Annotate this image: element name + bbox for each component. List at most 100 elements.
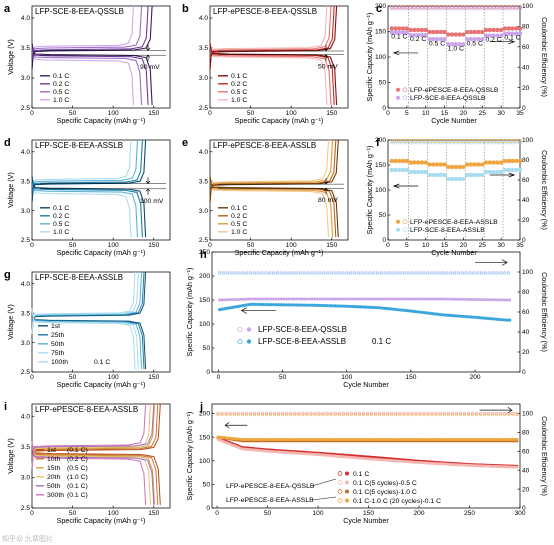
- panel-g: 0 50 100 150 2.5 3.0 3.5 4.0 g LFP-SCE-8-EEA-ASSL…: [4, 269, 171, 389]
- ce-point-h: [487, 271, 491, 276]
- capacity-point-h: [282, 303, 286, 307]
- ce-point-h: [395, 270, 399, 275]
- ce-point-h: [275, 271, 280, 276]
- capacity-point-c: [480, 36, 485, 42]
- y2-axis-label-c: Coulombic Efficiency (%): [540, 17, 549, 97]
- legend-rate-i: (0.1 C): [67, 447, 88, 454]
- capacity-point-h: [477, 316, 481, 320]
- ce-point-h: [499, 271, 503, 276]
- capacity-point-h: [485, 316, 489, 320]
- ce-point-f: [435, 139, 439, 143]
- ce-point-j: [406, 412, 410, 417]
- capacity-point-h: [218, 298, 222, 302]
- x-tick-label-g: 150: [148, 374, 159, 381]
- capacity-point-h: [390, 297, 394, 301]
- y-tick-label-d: 3.5: [21, 178, 30, 185]
- ce-point-h: [495, 271, 499, 276]
- ce-point-j: [454, 411, 459, 416]
- capacity-point-c: [453, 32, 459, 37]
- ce-point-j: [289, 412, 293, 417]
- ce-point-j: [313, 412, 317, 417]
- ce-point-f: [457, 139, 462, 143]
- ce-point-c: [450, 5, 455, 9]
- ce-point-j: [268, 411, 273, 416]
- capacity-point-h: [230, 305, 235, 309]
- ce-point-c: [453, 6, 458, 11]
- capacity-point-h: [441, 313, 445, 317]
- capacity-point-f: [483, 160, 489, 165]
- ce-point-j: [373, 411, 378, 416]
- ce-point-f: [397, 140, 402, 145]
- panel-title-a: LFP-SCE-8-EEA-QSSLB: [35, 7, 124, 16]
- capacity-point-c: [476, 29, 481, 35]
- capacity-point-h: [428, 311, 432, 315]
- ce-point-c: [401, 5, 405, 9]
- ce-point-j: [353, 411, 358, 416]
- capacity-point-h: [356, 297, 360, 301]
- capacity-point-h: [379, 297, 383, 301]
- discharge-curve-e: [209, 176, 337, 238]
- ce-point-j: [450, 412, 454, 417]
- capacity-point-f: [449, 176, 455, 182]
- discharge-curve-e: [209, 176, 339, 238]
- x-tick-label-h: 150: [405, 374, 416, 381]
- capacity-point-h: [284, 297, 288, 301]
- y-tick-label-h: 0: [206, 369, 210, 376]
- capacity-point-h: [408, 297, 412, 301]
- arrow-left-icon: [240, 307, 277, 314]
- capacity-point-h: [287, 303, 291, 307]
- ce-point-h: [225, 271, 230, 276]
- legend-label-h: LFP-SCE-8-EEA-ASSLB: [258, 337, 346, 346]
- y-axis-label-i: Voltage (V): [6, 438, 15, 474]
- capacity-point-h: [413, 297, 417, 301]
- ce-point-j: [422, 412, 426, 417]
- ce-point-c: [435, 6, 439, 11]
- gap-annotation-b: 50 mV: [318, 64, 338, 71]
- ce-point-c: [416, 6, 421, 11]
- ce-point-h: [322, 271, 326, 276]
- ce-point-j: [301, 411, 305, 416]
- ce-point-h: [245, 271, 249, 276]
- arrow-left-icon: [392, 50, 419, 56]
- x-tick-label-c: 10: [422, 110, 430, 117]
- ce-point-h: [414, 271, 418, 276]
- charge-curve-a: [31, 5, 135, 70]
- ce-point-c: [469, 5, 473, 9]
- legend-label-b: 0.5 C: [231, 89, 247, 96]
- legend-marker-j: [345, 471, 349, 476]
- ce-point-j: [503, 412, 507, 417]
- discharge-curve-g: [31, 308, 139, 370]
- panel-h: 0 50 100 150 200 0 50 100 150 200 250 0 20 40 60 80 100 h…: [185, 249, 549, 389]
- ce-point-j: [305, 411, 309, 416]
- capacity-point-c: [517, 31, 523, 36]
- ce-point-c: [499, 5, 504, 9]
- gap-annotation-d: 100 mV: [140, 198, 164, 205]
- ce-point-h: [402, 271, 407, 276]
- y-tick-label-g: 3.5: [21, 310, 30, 317]
- ce-point-h: [268, 271, 272, 276]
- ce-point-c: [514, 5, 519, 9]
- ce-point-c: [510, 6, 515, 11]
- capacity-point-h: [266, 302, 271, 307]
- ce-point-f: [472, 140, 477, 145]
- capacity-point-f: [400, 167, 406, 173]
- capacity-point-h: [374, 305, 378, 310]
- arrow-right-icon: [489, 39, 516, 45]
- ce-point-h: [476, 270, 480, 275]
- x-tick-label-h: 100: [341, 374, 352, 381]
- legend-bracket-j: [311, 478, 337, 487]
- y2-tick-label-j: 100: [522, 411, 533, 418]
- ce-point-f: [469, 140, 473, 145]
- capacity-point-h: [487, 298, 491, 302]
- capacity-point-h: [310, 303, 314, 307]
- capacity-point-c: [442, 29, 447, 35]
- ce-point-c: [401, 6, 405, 11]
- charge-curve-g: [31, 271, 136, 334]
- ce-point-h: [279, 270, 283, 275]
- capacity-point-h: [333, 304, 337, 308]
- ce-point-h: [452, 271, 457, 276]
- capacity-point-h: [305, 303, 309, 307]
- ce-point-h: [402, 270, 407, 275]
- ce-point-j: [369, 411, 374, 416]
- capacity-point-h: [403, 297, 406, 301]
